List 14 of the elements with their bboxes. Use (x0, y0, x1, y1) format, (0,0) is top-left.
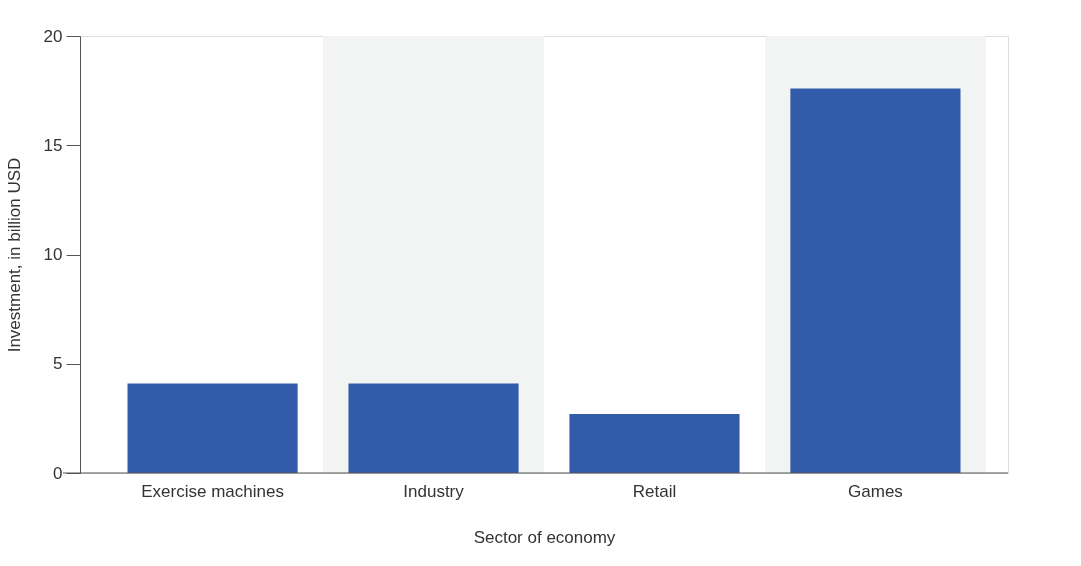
x-tick-label: Exercise machines (141, 481, 284, 501)
x-tick-label: Retail (632, 481, 677, 501)
y-tick-label: 20 (43, 26, 63, 46)
bar (348, 383, 519, 473)
y-tick-label: 5 (53, 354, 63, 374)
bar (569, 414, 740, 473)
y-tick-label: 0 (53, 463, 63, 483)
x-tick-label: Games (848, 481, 903, 501)
y-tick-label: 10 (43, 245, 63, 264)
bar (127, 383, 298, 473)
y-tick-label: 15 (43, 135, 63, 155)
y-axis-title: Investment, in billion USD (4, 157, 24, 353)
x-tick-label: Industry (403, 481, 465, 501)
x-axis-title: Sector of economy (473, 527, 616, 547)
